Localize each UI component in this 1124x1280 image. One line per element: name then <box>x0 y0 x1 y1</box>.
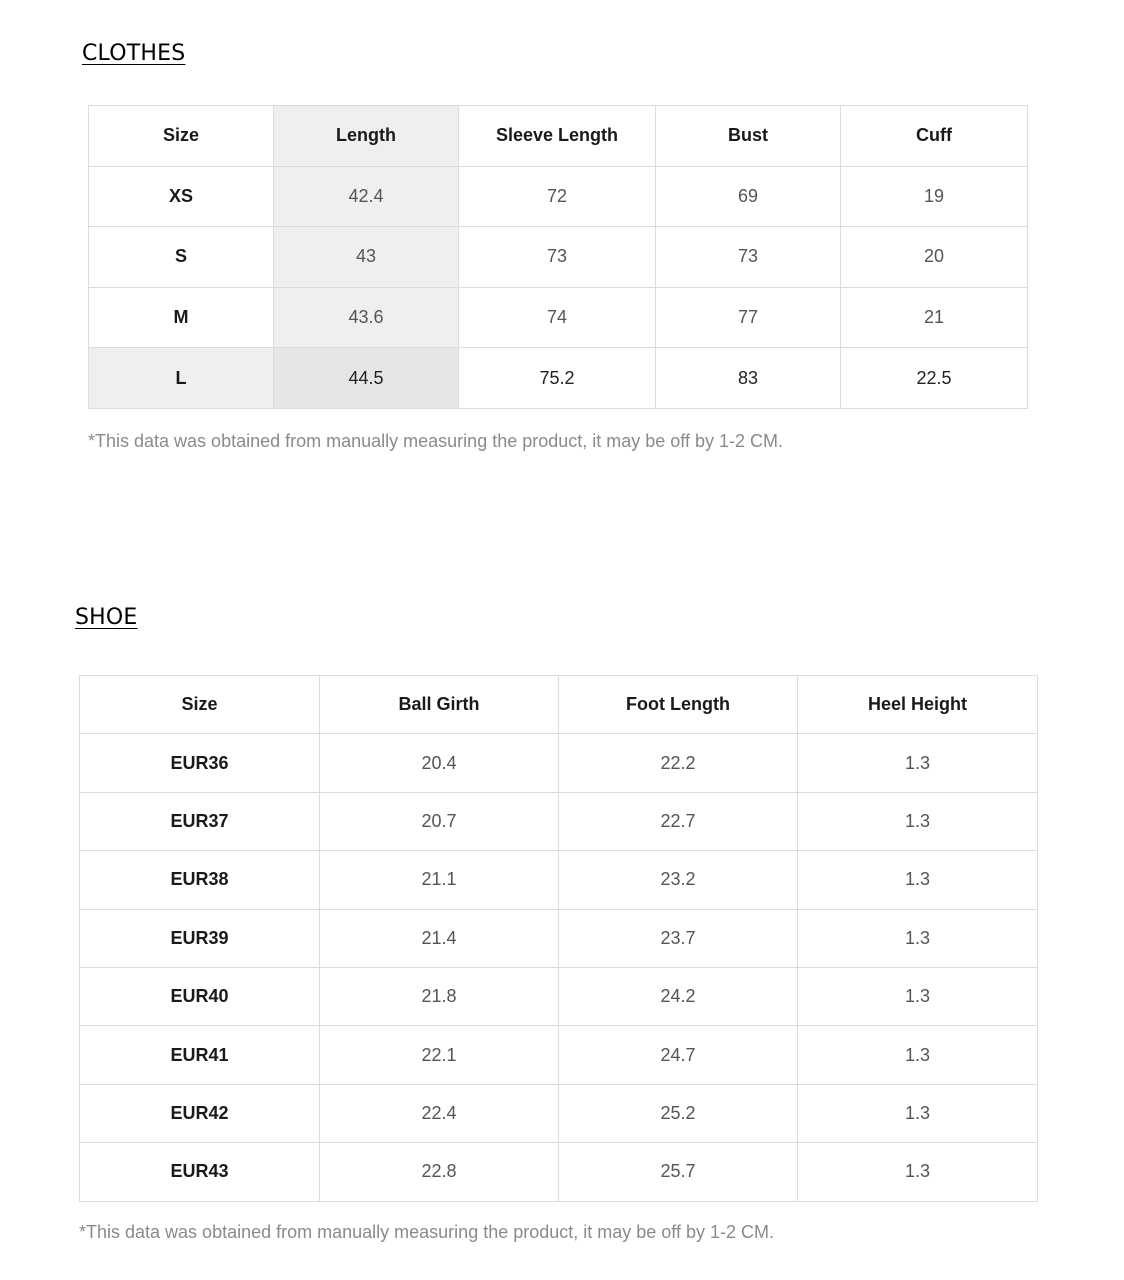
sleeve-length-cell: 73 <box>458 226 656 288</box>
ball-girth-cell: 20.4 <box>319 733 559 793</box>
table-row: XS 42.4 72 69 19 <box>88 165 1028 228</box>
bust-cell: 73 <box>655 226 841 288</box>
heel-height-cell: 1.3 <box>797 1025 1038 1085</box>
shoe-size-table: Size Ball Girth Foot Length Heel Height … <box>79 674 1038 1202</box>
length-cell: 42.4 <box>273 165 459 228</box>
heel-height-cell: 1.3 <box>797 850 1038 910</box>
foot-length-cell: 25.7 <box>558 1142 798 1202</box>
size-cell: EUR40 <box>79 966 320 1027</box>
sleeve-length-cell: 72 <box>458 165 656 228</box>
column-header-foot-length: Foot Length <box>558 674 798 735</box>
length-cell: 43.6 <box>273 286 459 349</box>
size-cell: EUR43 <box>79 1142 320 1202</box>
size-cell: EUR42 <box>79 1083 320 1144</box>
foot-length-cell: 22.7 <box>558 791 798 852</box>
size-cell: M <box>88 286 274 349</box>
clothes-section-title: CLOTHES <box>82 41 186 66</box>
table-row: L 44.5 75.2 83 22.5 <box>88 347 1028 409</box>
shoe-measurement-note: *This data was obtained from manually me… <box>79 1222 775 1242</box>
foot-length-cell: 23.2 <box>558 850 798 910</box>
size-cell: XS <box>88 165 274 228</box>
cuff-cell: 22.5 <box>840 347 1028 409</box>
ball-girth-cell: 20.7 <box>319 791 559 852</box>
size-cell: L <box>88 347 274 409</box>
foot-length-cell: 23.7 <box>558 908 798 968</box>
column-header-heel-height: Heel Height <box>797 674 1038 735</box>
ball-girth-cell: 22.1 <box>319 1025 559 1085</box>
bust-cell: 69 <box>655 165 841 228</box>
column-header-size: Size <box>88 105 274 167</box>
size-cell: S <box>88 226 274 288</box>
table-row: EUR42 22.4 25.2 1.3 <box>79 1083 1038 1144</box>
ball-girth-cell: 22.8 <box>319 1142 559 1202</box>
table-row: S 43 73 73 20 <box>88 226 1028 288</box>
ball-girth-cell: 21.1 <box>319 850 559 910</box>
heel-height-cell: 1.3 <box>797 1142 1038 1202</box>
size-cell: EUR37 <box>79 791 320 852</box>
table-header-row: Size Length Sleeve Length Bust Cuff <box>88 105 1028 167</box>
column-header-ball-girth: Ball Girth <box>319 674 559 735</box>
table-row: M 43.6 74 77 21 <box>88 286 1028 349</box>
size-cell: EUR36 <box>79 733 320 793</box>
ball-girth-cell: 21.4 <box>319 908 559 968</box>
heel-height-cell: 1.3 <box>797 1083 1038 1144</box>
column-header-cuff: Cuff <box>840 105 1028 167</box>
heel-height-cell: 1.3 <box>797 791 1038 852</box>
table-row: EUR40 21.8 24.2 1.3 <box>79 966 1038 1027</box>
column-header-bust: Bust <box>655 105 841 167</box>
table-row: EUR43 22.8 25.7 1.3 <box>79 1142 1038 1202</box>
bust-cell: 77 <box>655 286 841 349</box>
foot-length-cell: 25.2 <box>558 1083 798 1144</box>
clothes-size-table: Size Length Sleeve Length Bust Cuff XS 4… <box>88 105 1028 409</box>
table-header-row: Size Ball Girth Foot Length Heel Height <box>79 674 1038 735</box>
sleeve-length-cell: 75.2 <box>458 347 656 409</box>
ball-girth-cell: 22.4 <box>319 1083 559 1144</box>
table-row: EUR39 21.4 23.7 1.3 <box>79 908 1038 968</box>
size-cell: EUR38 <box>79 850 320 910</box>
foot-length-cell: 22.2 <box>558 733 798 793</box>
cuff-cell: 20 <box>840 226 1028 288</box>
ball-girth-cell: 21.8 <box>319 966 559 1027</box>
table-row: EUR37 20.7 22.7 1.3 <box>79 791 1038 852</box>
column-header-size: Size <box>79 674 320 735</box>
foot-length-cell: 24.2 <box>558 966 798 1027</box>
foot-length-cell: 24.7 <box>558 1025 798 1085</box>
length-cell: 44.5 <box>273 347 459 409</box>
bust-cell: 83 <box>655 347 841 409</box>
table-row: EUR36 20.4 22.2 1.3 <box>79 733 1038 793</box>
size-cell: EUR39 <box>79 908 320 968</box>
column-header-length: Length <box>273 105 459 167</box>
heel-height-cell: 1.3 <box>797 966 1038 1027</box>
clothes-measurement-note: *This data was obtained from manually me… <box>88 431 784 451</box>
table-row: EUR41 22.1 24.7 1.3 <box>79 1025 1038 1085</box>
table-row: EUR38 21.1 23.2 1.3 <box>79 850 1038 910</box>
shoe-section-title: SHOE <box>75 605 138 630</box>
cuff-cell: 19 <box>840 165 1028 228</box>
size-cell: EUR41 <box>79 1025 320 1085</box>
length-cell: 43 <box>273 226 459 288</box>
cuff-cell: 21 <box>840 286 1028 349</box>
column-header-sleeve-length: Sleeve Length <box>458 105 656 167</box>
heel-height-cell: 1.3 <box>797 908 1038 968</box>
sleeve-length-cell: 74 <box>458 286 656 349</box>
heel-height-cell: 1.3 <box>797 733 1038 793</box>
